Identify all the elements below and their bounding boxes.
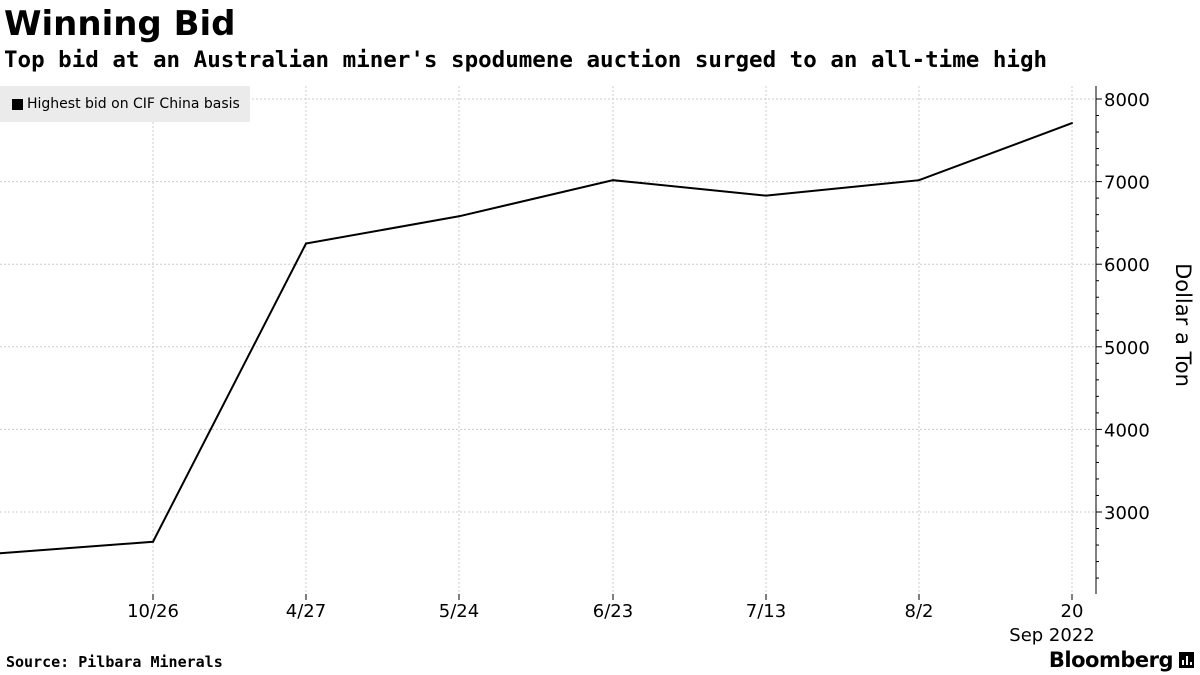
x-tick-label: 10/26 — [127, 601, 179, 622]
chart-subtitle: Top bid at an Australian miner's spodume… — [4, 47, 1048, 73]
x-tick-label: 7/13 — [746, 601, 786, 622]
brand-logo: Bloomberg — [1049, 646, 1194, 674]
data-point — [152, 540, 154, 543]
brand-name: Bloomberg — [1048, 648, 1174, 672]
bloomberg-chart-icon — [1179, 652, 1194, 668]
data-point — [765, 194, 767, 197]
x-tick-label: 5/24 — [439, 601, 479, 622]
gridlines — [0, 86, 1096, 594]
data-point — [612, 179, 614, 182]
y-tick-label: 5000 — [1104, 338, 1150, 359]
axes — [152, 86, 1102, 600]
x-tick-label: 20 — [1061, 601, 1084, 622]
y-tick-label: 3000 — [1104, 503, 1150, 524]
y-tick-label: 7000 — [1104, 173, 1150, 194]
data-point — [458, 215, 460, 218]
tick-labels: 3000 4000 5000 6000 7000 8000 10/26 4/27 5/24 6/2… — [127, 90, 1195, 646]
data-point — [918, 179, 920, 182]
y-axis-title: Dollar a Ton — [1171, 263, 1195, 387]
data-point — [0, 552, 1, 555]
series-layer — [0, 122, 1073, 555]
x-tick-label: 6/23 — [593, 601, 633, 622]
source-note: Source: Pilbara Minerals — [6, 653, 223, 671]
data-point — [305, 242, 307, 245]
legend-swatch — [12, 98, 23, 110]
y-tick-label: 8000 — [1104, 90, 1150, 111]
chart-title: Winning Bid — [4, 4, 236, 44]
x-tick-label: 4/27 — [286, 601, 326, 622]
series-line — [0, 122, 1073, 555]
x-period-label: Sep 2022 — [1009, 625, 1094, 646]
data-point — [1071, 122, 1073, 125]
legend-label: Highest bid on CIF China basis — [27, 96, 240, 112]
x-tick-label: 8/2 — [905, 601, 934, 622]
y-tick-label: 4000 — [1104, 420, 1150, 441]
legend: Highest bid on CIF China basis — [0, 86, 250, 122]
y-tick-label: 6000 — [1104, 255, 1150, 276]
